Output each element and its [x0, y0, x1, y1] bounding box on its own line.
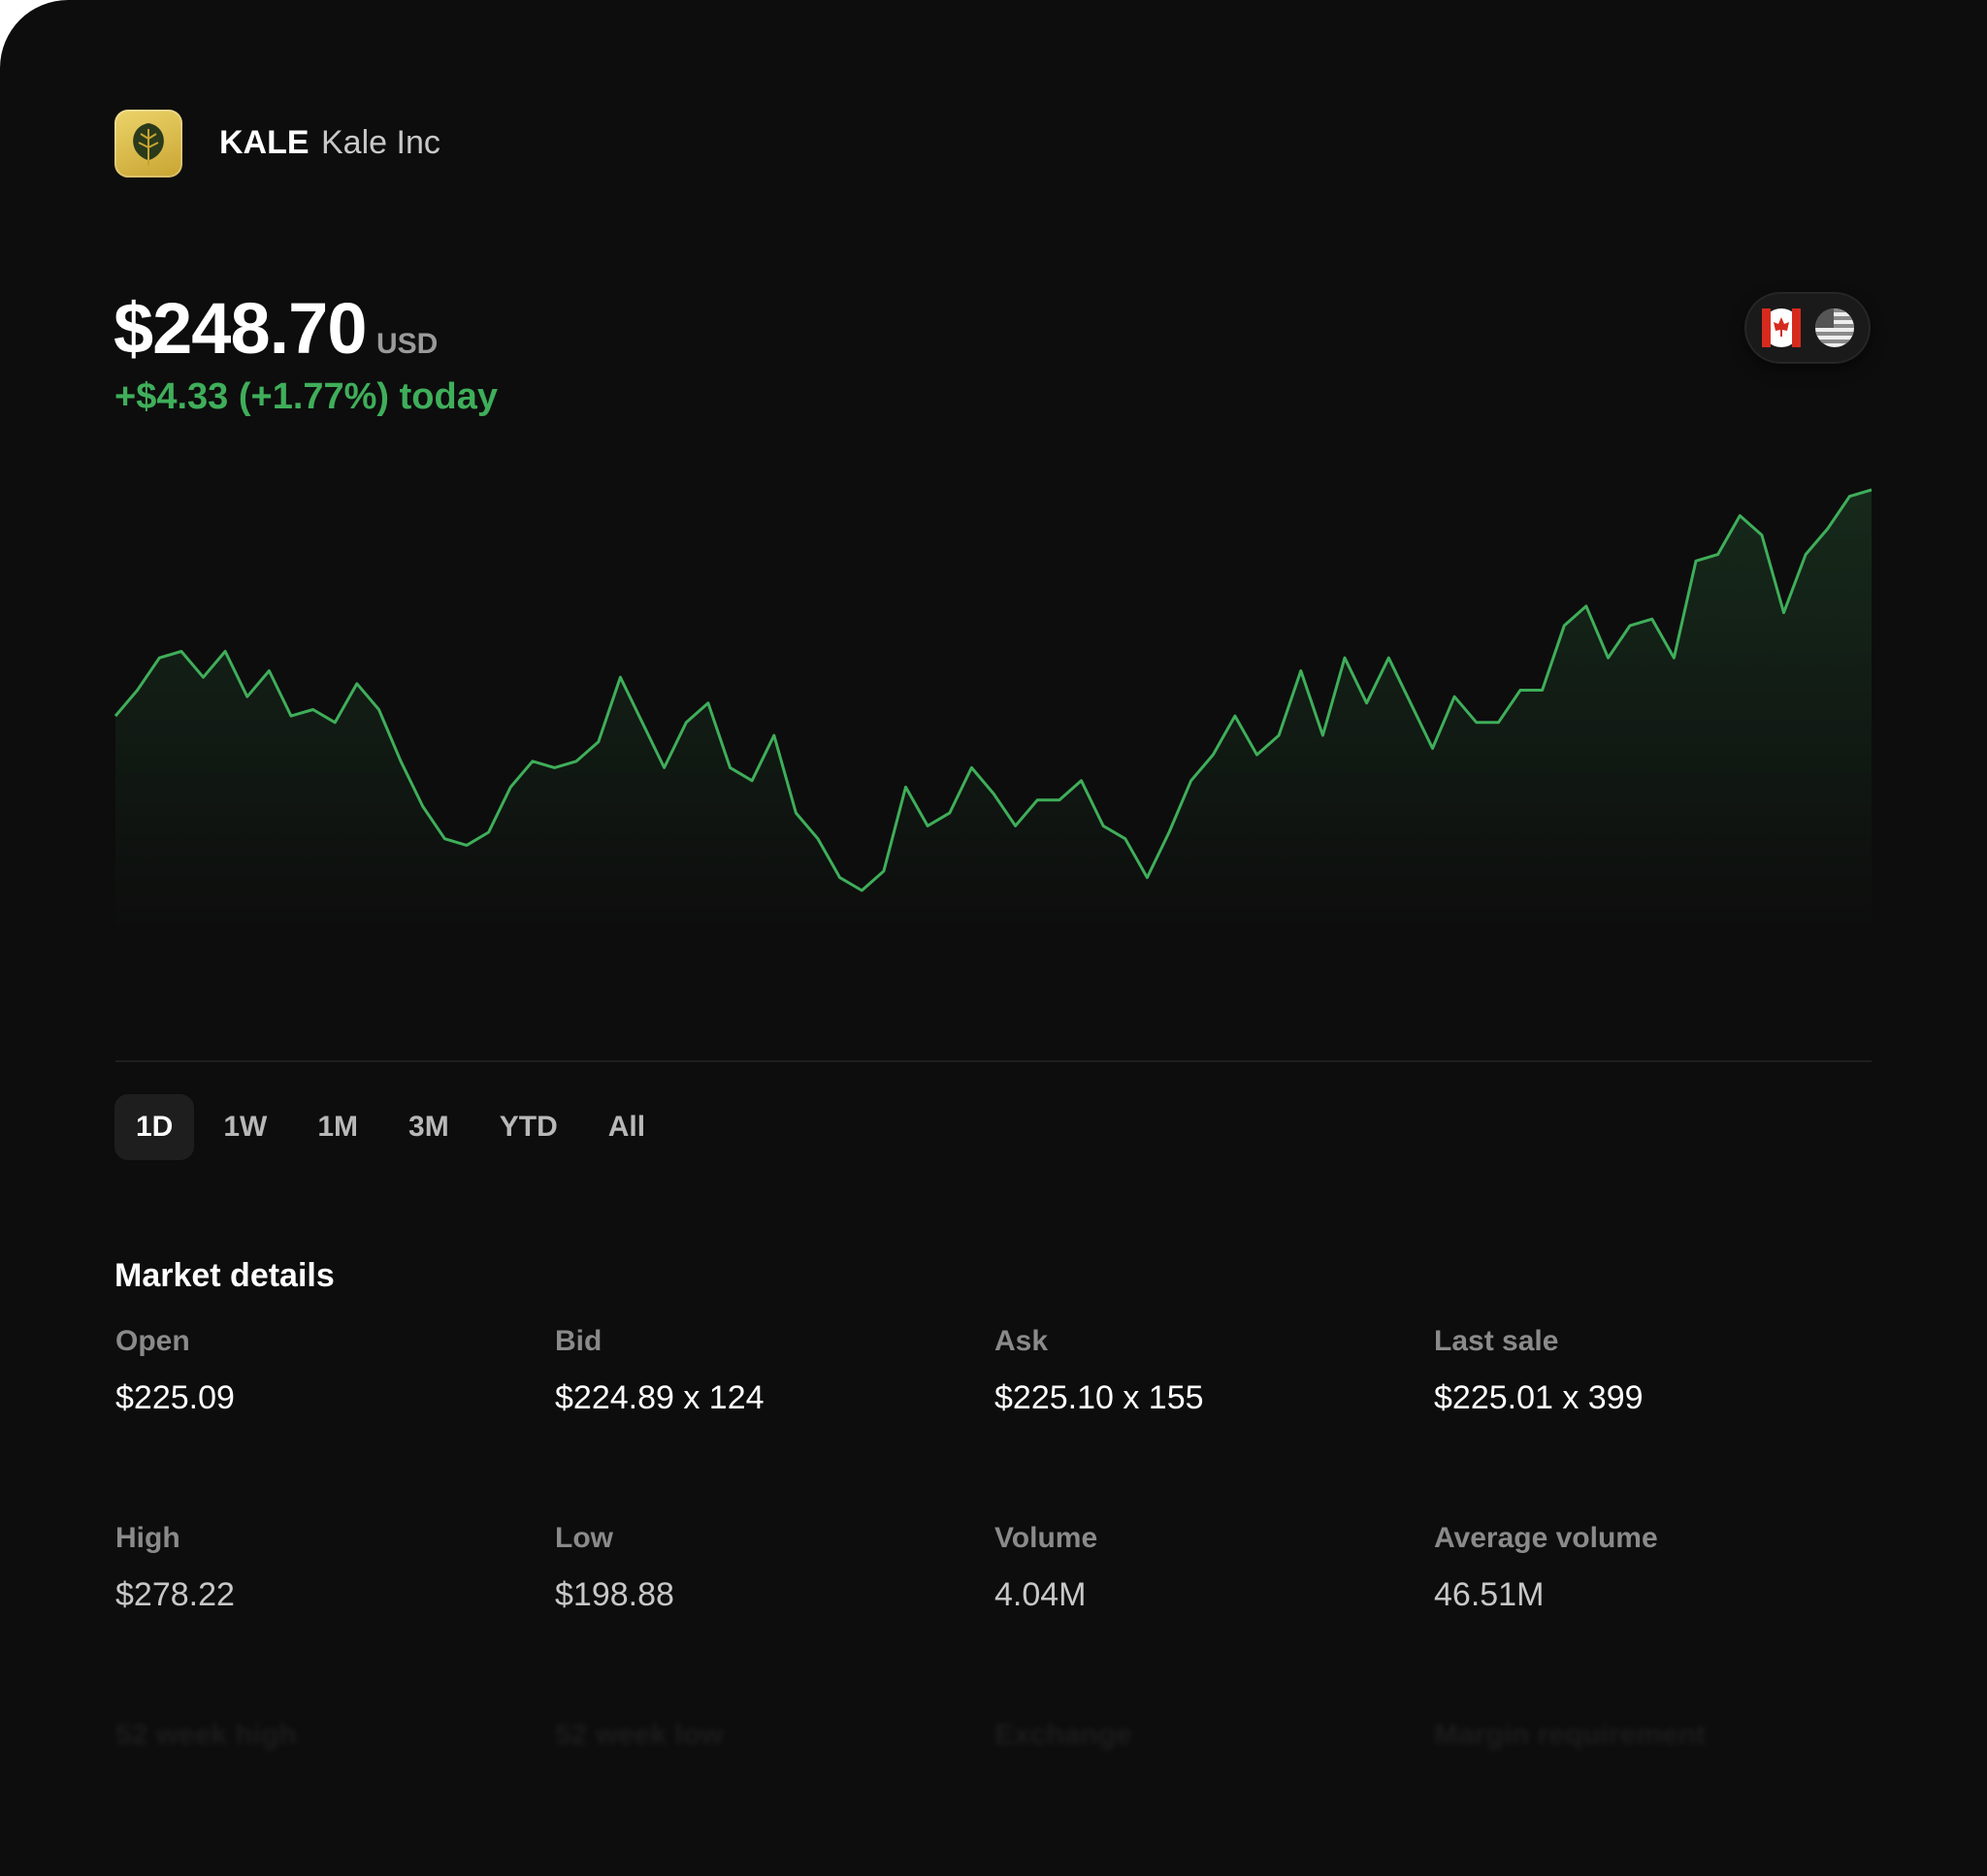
- price-chart: [114, 488, 1873, 931]
- company-name: Kale Inc: [321, 124, 440, 161]
- detail-label: Volume: [994, 1522, 1098, 1554]
- company-logo: [114, 110, 182, 178]
- detail-value: $224.89 x 124: [555, 1379, 765, 1416]
- range-tabs: 1D 1W 1M 3M YTD All: [114, 1094, 667, 1160]
- detail-label: Ask: [994, 1325, 1049, 1357]
- price-change: +$4.33 (+1.77%) today: [114, 376, 498, 417]
- section-title: Market details: [114, 1257, 335, 1294]
- currency-toggle[interactable]: [1746, 294, 1869, 362]
- detail-value: 46.51M: [1434, 1576, 1545, 1613]
- price: $248.70: [114, 288, 367, 369]
- detail-label: Average volume: [1434, 1522, 1658, 1554]
- detail-label: Low: [555, 1522, 613, 1554]
- detail-value: 4.04M: [994, 1576, 1087, 1613]
- detail-label: High: [115, 1522, 180, 1554]
- ticker: KALE: [219, 124, 309, 161]
- area: [115, 490, 1872, 931]
- range-tab[interactable]: 1D: [114, 1094, 195, 1160]
- detail-value: $225.09: [115, 1379, 235, 1416]
- detail-label: Bid: [555, 1325, 603, 1357]
- detail-value: $198.88: [555, 1576, 674, 1613]
- range-tab[interactable]: YTD: [499, 1111, 558, 1143]
- range-tab[interactable]: 1W: [223, 1111, 268, 1143]
- flag-icons: [1762, 308, 1854, 347]
- currency: USD: [376, 328, 439, 360]
- detail-label: 52 week high: [115, 1719, 297, 1751]
- range-tab[interactable]: 1M: [317, 1111, 359, 1143]
- detail-label: Last sale: [1434, 1325, 1559, 1357]
- detail-label: Open: [115, 1325, 190, 1357]
- detail-label: Margin requirement: [1434, 1719, 1707, 1751]
- detail-value: $278.22: [115, 1576, 235, 1613]
- detail-label: Exchange: [994, 1719, 1132, 1751]
- divider: [115, 1060, 1872, 1062]
- detail-label: 52 week low: [555, 1719, 724, 1751]
- range-tab[interactable]: 3M: [408, 1111, 449, 1143]
- price-line: [114, 488, 1873, 892]
- detail-value: $225.10 x 155: [994, 1379, 1204, 1416]
- leaf-icon: [133, 123, 164, 166]
- range-tab[interactable]: All: [607, 1111, 646, 1143]
- detail-value: $225.01 x 399: [1434, 1379, 1644, 1416]
